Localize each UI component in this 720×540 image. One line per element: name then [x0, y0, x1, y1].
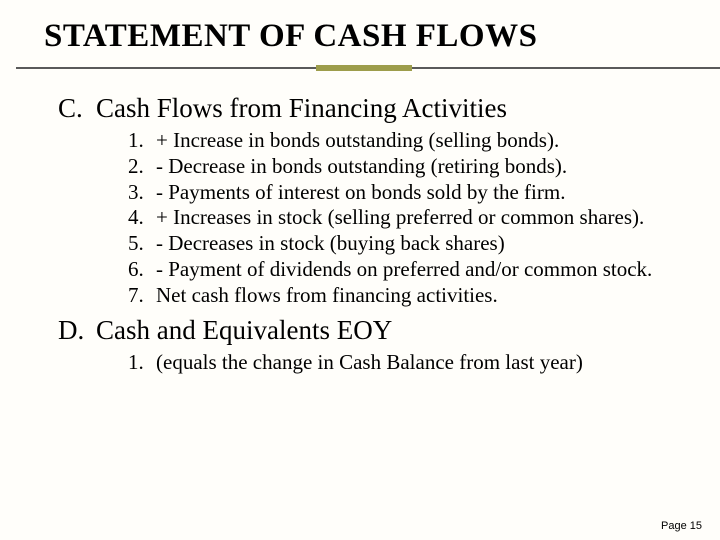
title-rule	[16, 61, 720, 75]
item-number: 4.	[128, 205, 156, 230]
section-letter: C.	[58, 93, 96, 124]
section-heading: Cash and Equivalents EOY	[96, 315, 392, 346]
list-item: 1. (equals the change in Cash Balance fr…	[128, 350, 690, 375]
item-number: 1.	[128, 128, 156, 153]
slide: STATEMENT OF CASH FLOWS C. Cash Flows fr…	[0, 0, 720, 540]
item-text: - Decreases in stock (buying back shares…	[156, 231, 690, 256]
section-d: D. Cash and Equivalents EOY	[58, 315, 690, 346]
section-d-items: 1. (equals the change in Cash Balance fr…	[128, 350, 690, 375]
item-text: + Increase in bonds outstanding (selling…	[156, 128, 690, 153]
section-c: C. Cash Flows from Financing Activities	[58, 93, 690, 124]
item-text: (equals the change in Cash Balance from …	[156, 350, 690, 375]
list-item: 1. + Increase in bonds outstanding (sell…	[128, 128, 690, 153]
item-number: 2.	[128, 154, 156, 179]
item-text: - Payments of interest on bonds sold by …	[156, 180, 690, 205]
list-item: 4. + Increases in stock (selling preferr…	[128, 205, 690, 230]
list-item: 2. - Decrease in bonds outstanding (reti…	[128, 154, 690, 179]
page-number: Page 15	[661, 520, 702, 532]
item-number: 7.	[128, 283, 156, 308]
list-item: 3. - Payments of interest on bonds sold …	[128, 180, 690, 205]
section-c-items: 1. + Increase in bonds outstanding (sell…	[128, 128, 690, 307]
section-letter: D.	[58, 315, 96, 346]
item-number: 6.	[128, 257, 156, 282]
list-item: 6. - Payment of dividends on preferred a…	[128, 257, 690, 282]
item-number: 3.	[128, 180, 156, 205]
list-item: 5. - Decreases in stock (buying back sha…	[128, 231, 690, 256]
item-number: 1.	[128, 350, 156, 375]
item-text: + Increases in stock (selling preferred …	[156, 205, 690, 230]
content: C. Cash Flows from Financing Activities …	[30, 93, 690, 375]
item-number: 5.	[128, 231, 156, 256]
item-text: - Payment of dividends on preferred and/…	[156, 257, 690, 282]
item-text: - Decrease in bonds outstanding (retirin…	[156, 154, 690, 179]
item-text: Net cash flows from financing activities…	[156, 283, 690, 308]
slide-title: STATEMENT OF CASH FLOWS	[44, 18, 690, 55]
list-item: 7. Net cash flows from financing activit…	[128, 283, 690, 308]
rule-accent	[316, 65, 412, 71]
section-heading: Cash Flows from Financing Activities	[96, 93, 507, 124]
